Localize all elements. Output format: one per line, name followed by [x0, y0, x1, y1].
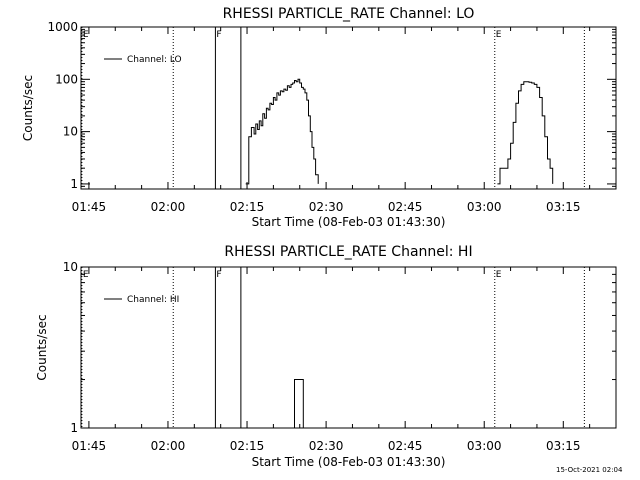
x-tick-label: 03:00: [467, 439, 502, 453]
event-marker-label: E: [496, 270, 502, 280]
y-axis-label: Counts/sec: [35, 314, 49, 380]
y-axis-label: Counts/sec: [21, 75, 35, 141]
x-tick-label: 03:00: [467, 200, 502, 214]
x-tick-label: 02:30: [309, 200, 344, 214]
y-tick-label: 10: [63, 260, 78, 274]
print-timestamp: 15-Oct-2021 02:04: [556, 466, 623, 474]
event-marker-label: E: [83, 30, 89, 40]
x-axis-label: Start Time (08-Feb-03 01:43:30): [252, 215, 446, 229]
x-tick-label: 02:00: [151, 200, 186, 214]
x-tick-label: 03:15: [546, 439, 581, 453]
y-tick-label: 10: [63, 125, 78, 139]
x-tick-label: 02:45: [388, 439, 423, 453]
chart-title: RHESSI PARTICLE_RATE Channel: HI: [224, 244, 472, 260]
legend-entry: Channel: HI: [127, 295, 179, 305]
series-line: [497, 81, 554, 185]
x-axis-label: Start Time (08-Feb-03 01:43:30): [252, 455, 446, 469]
series-line: [245, 78, 319, 185]
y-tick-label: 1: [70, 421, 78, 435]
x-tick-label: 02:30: [309, 439, 344, 453]
x-tick-label: 03:15: [546, 200, 581, 214]
x-tick-label: 02:45: [388, 200, 423, 214]
event-marker-label: F: [216, 270, 221, 280]
series-line: [292, 379, 304, 429]
y-tick-label: 1: [70, 177, 78, 191]
chart-title: RHESSI PARTICLE_RATE Channel: LO: [223, 6, 475, 22]
x-tick-label: 01:45: [72, 439, 107, 453]
x-tick-label: 02:15: [230, 200, 265, 214]
x-tick-label: 01:45: [72, 200, 107, 214]
y-tick-label: 100: [55, 72, 78, 86]
event-marker-label: E: [496, 30, 502, 40]
x-tick-label: 02:15: [230, 439, 265, 453]
legend-entry: Channel: LO: [127, 55, 182, 65]
plot-frame: [80, 266, 617, 429]
event-marker-label: F: [216, 30, 221, 40]
plot-frame: [80, 26, 617, 190]
x-tick-label: 02:00: [151, 439, 186, 453]
event-marker-label: E: [83, 270, 89, 280]
y-tick-label: 1000: [47, 20, 78, 34]
